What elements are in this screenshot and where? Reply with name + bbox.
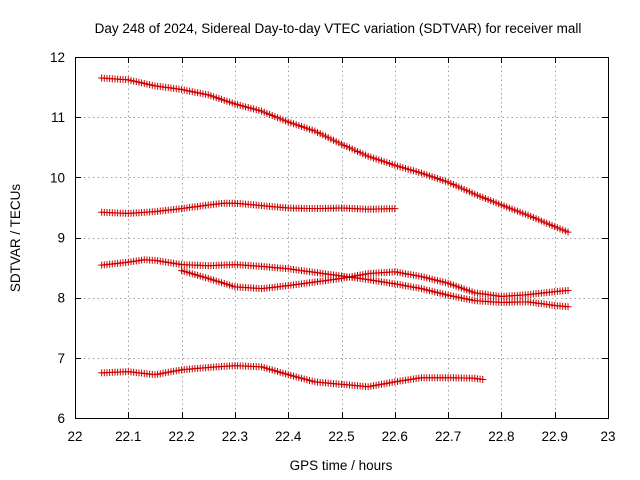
y-axis-label: SDTVAR / TECUs [8,184,23,293]
x-tick-label: 22.1 [115,429,141,444]
data-point [564,303,572,311]
x-tick-label: 22.9 [542,429,568,444]
grid [75,57,608,418]
y-tick-label: 9 [57,231,65,246]
y-tick-label: 7 [57,351,65,366]
x-tick-label: 22.8 [488,429,514,444]
data-point [564,228,572,236]
series-arc-5 [98,362,487,391]
y-tick-label: 6 [57,411,65,426]
x-tick-label: 22.7 [435,429,461,444]
x-tick-label: 22.5 [328,429,354,444]
x-tick-label: 22.6 [382,429,408,444]
x-axis-label: GPS time / hours [290,458,393,473]
y-tick-label: 8 [57,291,65,306]
y-tick-label: 11 [51,110,65,125]
y-tick-label: 12 [50,50,65,65]
x-axis-ticks: 22 22.1 22.2 22.3 22.4 22.5 22.6 22.7 22.8 22.9 23 [67,57,616,444]
data-point [564,286,572,294]
data-marks [98,74,572,391]
x-tick-label: 23 [600,429,615,444]
series-arc-1 [98,74,572,236]
x-tick-label: 22 [67,429,82,444]
y-axis-ticks: 6 7 8 9 10 11 12 [50,50,608,426]
series-arc-4 [178,267,572,300]
x-tick-label: 22.3 [222,429,248,444]
series-arc-2 [98,199,399,217]
series-arc-3 [98,256,572,311]
y-tick-label: 10 [50,170,65,185]
plot-frame [75,57,609,419]
x-tick-label: 22.2 [168,429,194,444]
x-tick-label: 22.4 [275,429,302,444]
data-point [479,375,487,383]
data-point [391,205,399,213]
chart-title: Day 248 of 2024, Sidereal Day-to-day VTE… [95,21,582,36]
